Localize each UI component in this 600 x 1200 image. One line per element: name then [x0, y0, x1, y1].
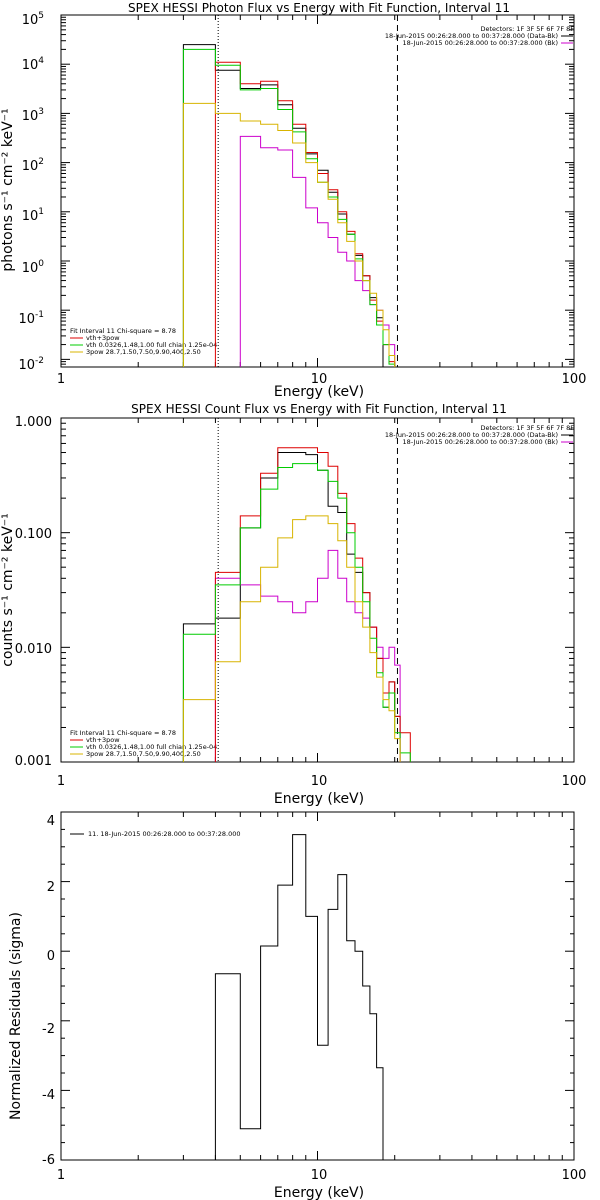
photon-flux-ytick-label: 104 [22, 56, 45, 73]
residuals-series-residuals [214, 834, 384, 1160]
photon-flux-xtick-100: 100 [562, 372, 587, 387]
photon-flux-ytick-labels: 10-2 10-1 100 101 102 103 104 105 [18, 11, 44, 373]
count-flux-xtick-1: 1 [57, 774, 65, 789]
residuals-ytick-label: -4 [42, 1088, 55, 1103]
count-flux-detectors: Detectors: 1F 3F 5F 6F 7F 8F [480, 424, 574, 432]
photon-flux-ytick-label: 10-1 [18, 310, 44, 327]
photon-flux-fit-vthpow: vth+3pow [86, 334, 120, 342]
count-flux-series-data-bk [182, 452, 401, 762]
photon-flux-ytick-label: 100 [22, 259, 45, 276]
photon-flux-plot-frame [60, 14, 575, 368]
photon-flux-legend-data: 18-Jun-2015 00:26:28.000 to 00:37:28.000… [385, 32, 558, 40]
photon-flux-fit-vth: vth 0.0326,1.48,1.00 full chian 1.25e-04 [86, 341, 217, 349]
photon-flux-panel: SPEX HESSI Photon Flux vs Energy with Fi… [0, 1, 586, 400]
count-flux-legend-bk: 18-Jun-2015 00:26:28.000 to 00:37:28.000… [403, 438, 558, 446]
count-flux-panel: SPEX HESSI Count Flux vs Energy with Fit… [0, 402, 586, 807]
count-flux-legend-data: 18-Jun-2015 00:26:28.000 to 00:37:28.000… [385, 431, 558, 439]
photon-flux-ytick-label: 102 [22, 157, 44, 174]
photon-flux-fit-3pow: 3pow 28.7,1.50,7.50,9.90,400,2.50 [86, 348, 201, 356]
photon-flux-legend-bk: 18-Jun-2015 00:26:28.000 to 00:37:28.000… [403, 39, 558, 47]
residuals-ytick-label: -6 [42, 1153, 55, 1168]
photon-flux-ytick-label: 101 [22, 207, 44, 224]
photon-flux-fit-header: Fit Interval 11 Chi-square = 8.78 [70, 327, 176, 335]
residuals-xlabel: Energy (keV) [274, 1185, 364, 1200]
residuals-legend-text: 11. 18-Jun-2015 00:26:28.000 to 00:37:28… [88, 830, 240, 838]
residuals-ytick-label: 4 [47, 814, 55, 829]
count-flux-title: SPEX HESSI Count Flux vs Energy with Fit… [131, 402, 507, 416]
count-flux-xlabel: Energy (keV) [274, 791, 364, 807]
residuals-ytick-label: 2 [47, 880, 55, 895]
photon-flux-ylabel: photons s⁻¹ cm⁻² keV⁻¹ [0, 108, 16, 271]
count-flux-series-vth [182, 463, 411, 762]
residuals-panel: Energy (keV) Normalized Residuals (sigma… [8, 811, 587, 1200]
residuals-ytick-label: 0 [47, 949, 55, 964]
count-flux-ytick-label: 0.001 [15, 754, 52, 769]
count-flux-xtick-100: 100 [562, 774, 587, 789]
count-flux-ylabel: counts s⁻¹ cm⁻² keV⁻¹ [0, 513, 16, 667]
photon-flux-detectors: Detectors: 1F 3F 5F 6F 7F 8F [480, 25, 574, 33]
photon-flux-series-data-bk [182, 44, 384, 367]
count-flux-xtick-10: 10 [311, 774, 328, 789]
count-flux-ytick-label: 0.100 [15, 527, 52, 542]
count-flux-series-vth-3pow [214, 447, 411, 762]
count-flux-ytick-label: 1.000 [15, 415, 52, 430]
photon-flux-xlabel: Energy (keV) [274, 384, 364, 400]
photon-flux-title: SPEX HESSI Photon Flux vs Energy with Fi… [128, 1, 510, 15]
photon-flux-ytick-label: 10-2 [18, 356, 44, 373]
photon-flux-ytick-label: 105 [22, 11, 44, 28]
residuals-xtick-10: 10 [311, 1168, 328, 1183]
count-flux-fit-vthpow: vth+3pow [86, 736, 120, 744]
count-flux-series-bk [214, 549, 401, 762]
residuals-xtick-1: 1 [57, 1168, 65, 1183]
count-flux-series-3pow [182, 515, 401, 762]
photon-flux-ytick-label: 103 [22, 107, 44, 124]
count-flux-fit-vth: vth 0.0326,1.48,1.00 full chian 1.25e-04 [86, 743, 217, 751]
count-flux-ytick-label: 0.010 [15, 642, 52, 657]
residuals-ylabel: Normalized Residuals (sigma) [8, 912, 24, 1120]
photon-flux-xtick-1: 1 [57, 372, 65, 387]
count-flux-fit-3pow: 3pow 28.7,1.50,7.50,9.90,400,2.50 [86, 750, 201, 758]
count-flux-fit-header: Fit Interval 11 Chi-square = 8.78 [70, 729, 176, 737]
residuals-xtick-100: 100 [562, 1168, 587, 1183]
photon-flux-xtick-10: 10 [311, 372, 328, 387]
photon-flux-series-3pow [182, 102, 396, 367]
residuals-ytick-label: -2 [42, 1022, 55, 1037]
photon-flux-series-vth [182, 48, 396, 367]
photon-flux-series-vth-3pow [214, 61, 396, 367]
